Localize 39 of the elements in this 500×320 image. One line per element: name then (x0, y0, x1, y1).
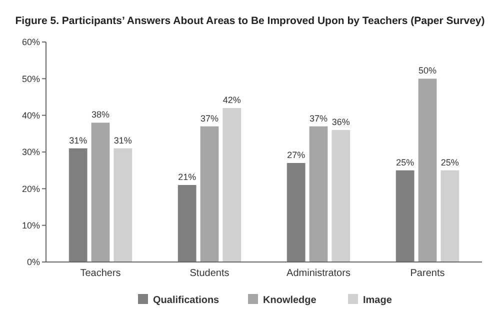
bar (332, 130, 350, 262)
data-label: 38% (91, 110, 110, 120)
data-label: 31% (69, 135, 88, 146)
data-label: 27% (287, 150, 306, 160)
data-label: 37% (309, 113, 328, 124)
data-label: 50% (418, 66, 437, 76)
legend-label: Qualifications (153, 295, 220, 306)
chart-title: Figure 5. Participants’ Answers About Areas to Be Improved Upon by Teachers (Paper Survey) (15, 15, 485, 27)
y-tick-label: 60% (22, 37, 40, 48)
x-tick-label: Students (190, 268, 230, 279)
bar (68, 148, 88, 262)
data-label: 31% (114, 135, 132, 146)
y-tick-label: 40% (22, 110, 40, 120)
bar (418, 78, 437, 262)
bar (178, 185, 196, 262)
y-tick-label: 0% (26, 257, 40, 268)
data-label: 25% (440, 157, 459, 168)
legend-label: Knowledge (263, 295, 317, 306)
x-tick-label: Parents (410, 268, 445, 279)
bar (286, 163, 306, 262)
bar (114, 148, 132, 262)
bar (440, 170, 460, 262)
data-label: 21% (178, 172, 196, 182)
y-tick-label: 50% (22, 74, 40, 84)
x-tick-label: Teachers (80, 268, 121, 279)
bar (91, 122, 110, 262)
data-label: 36% (332, 117, 350, 127)
bar (200, 126, 219, 262)
bar (222, 108, 242, 262)
bar (309, 126, 328, 262)
data-label: 25% (396, 157, 414, 168)
legend-label: Image (363, 295, 392, 306)
data-label: 37% (200, 113, 219, 124)
y-tick-label: 30% (22, 147, 40, 158)
data-label: 42% (222, 95, 241, 105)
x-tick-label: Administrators (286, 268, 350, 279)
y-tick-label: 20% (22, 184, 40, 194)
bar (396, 170, 414, 262)
y-tick-label: 10% (22, 220, 40, 230)
